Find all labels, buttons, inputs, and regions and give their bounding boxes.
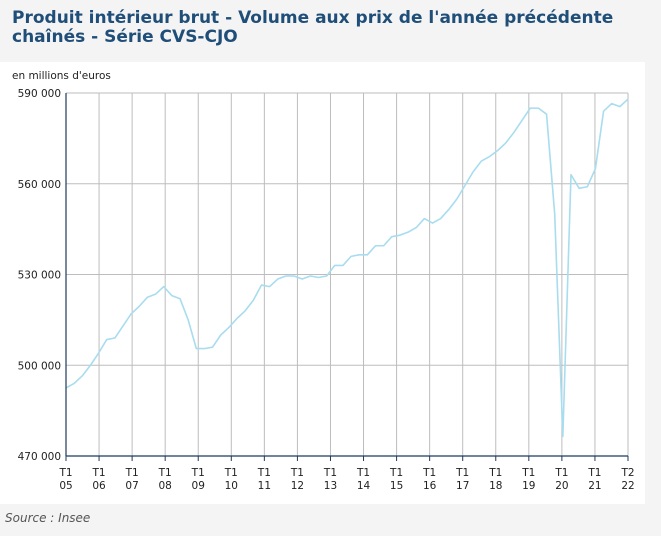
x-tick-label: 16 [423, 480, 437, 492]
plot-panel [0, 62, 645, 504]
pib-series-line [65, 98, 629, 438]
y-tick-label: 560 000 [18, 179, 61, 191]
x-tick-label: 21 [588, 480, 601, 492]
y-axis-label: en millions d'euros [12, 70, 111, 82]
x-tick-label: T1 [125, 467, 139, 479]
x-tick-label: 18 [489, 480, 502, 492]
series-lines [65, 98, 629, 438]
x-tick-label: T2 [620, 467, 634, 479]
x-tick-label: T1 [488, 467, 502, 479]
x-tick-label: 13 [324, 480, 337, 492]
x-tick-label: 05 [59, 480, 72, 492]
x-tick-label: 09 [192, 480, 205, 492]
y-tick-labels: 470 000 500 000 530 000 560 000 590 000 [18, 88, 61, 463]
x-tick-label: T1 [58, 467, 72, 479]
x-tick-label: T1 [92, 467, 106, 479]
x-tick-label: 20 [555, 480, 568, 492]
x-tick-label: 22 [621, 480, 634, 492]
grid-lines [65, 92, 629, 456]
x-tick-label: T1 [521, 467, 535, 479]
x-tick-label: 12 [291, 480, 304, 492]
x-tick-label: 10 [225, 480, 238, 492]
x-tick-label: T1 [389, 467, 403, 479]
x-tick-label: T1 [224, 467, 238, 479]
x-tick-label: 08 [158, 480, 171, 492]
x-tick-label: 06 [92, 480, 106, 492]
x-tick-label: T1 [257, 467, 271, 479]
y-tick-label: 530 000 [18, 270, 61, 282]
x-tick-label: T1 [290, 467, 304, 479]
x-tick-label: T1 [356, 467, 370, 479]
x-tick-label: 07 [125, 480, 138, 492]
y-tick-label: 590 000 [18, 88, 61, 100]
x-tick-label: T1 [158, 467, 172, 479]
x-tick-label: T1 [455, 467, 469, 479]
y-tick-label: 470 000 [18, 451, 61, 463]
x-tick-label: T1 [554, 467, 568, 479]
x-tick-label: T1 [422, 467, 436, 479]
x-tick-label: 11 [258, 480, 271, 492]
x-tick-label: 17 [456, 480, 469, 492]
source-note: Source : Insee [5, 511, 91, 525]
x-tick-labels: T105T106T107T108T109T110T111T112T113T114… [58, 467, 634, 492]
chart-title: Produit intérieur brut - Volume aux prix… [12, 8, 614, 47]
x-tick-label: T1 [323, 467, 337, 479]
axes [65, 93, 629, 461]
y-tick-label: 500 000 [18, 360, 61, 372]
x-tick-label: 15 [390, 480, 403, 492]
x-tick-label: 14 [357, 480, 371, 492]
x-tick-label: T1 [191, 467, 205, 479]
x-tick-label: 19 [522, 480, 535, 492]
x-tick-label: T1 [587, 467, 601, 479]
